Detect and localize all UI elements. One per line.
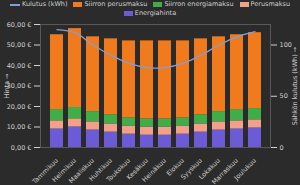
- html-text:Energiahinta: Energiahinta: [134, 9, 177, 17]
- svg-text:Sähkön kulutus (kWh) →: Sähkön kulutus (kWh) →: [291, 46, 299, 125]
- svg-text:50,00 €: 50,00 €: [7, 41, 32, 49]
- svg-text:40,00 €: 40,00 €: [7, 62, 32, 70]
- svg-text:Kesäkuu: Kesäkuu: [125, 156, 150, 182]
- html-text:Siirron perusmaksu: Siirron perusmaksu: [84, 0, 148, 8]
- svg-text:Lokakuu: Lokakuu: [197, 156, 222, 182]
- svg-text:Marraskuu: Marraskuu: [210, 157, 240, 185]
- svg-text:Helmikuu: Helmikuu: [50, 156, 78, 184]
- html-text:Kulutus (kWh): Kulutus (kWh): [22, 0, 68, 8]
- svg-text:100: 100: [279, 41, 292, 50]
- svg-text:0: 0: [280, 144, 284, 152]
- svg-text:Hinta →: Hinta →: [3, 73, 11, 98]
- svg-text:30,00 €: 30,00 €: [6, 82, 32, 91]
- svg-text:Huhtikuu: Huhtikuu: [87, 156, 114, 183]
- svg-text:Syyskuu: Syyskuu: [179, 156, 204, 182]
- svg-text:Joulukuu: Joulukuu: [232, 157, 258, 183]
- svg-text:20,00 €: 20,00 €: [7, 103, 32, 111]
- svg-text:0,00 €: 0,00 €: [11, 144, 32, 152]
- html-text:Siirron energiamaksu: Siirron energiamaksu: [164, 0, 234, 8]
- svg-text:Heinäkuu: Heinäkuu: [141, 157, 168, 184]
- svg-text:Elokuu: Elokuu: [164, 156, 186, 178]
- svg-text:10,00 €: 10,00 €: [7, 123, 32, 131]
- html-text:Perusmaksu: Perusmaksu: [250, 0, 290, 8]
- svg-text:Toukokuu: Toukokuu: [104, 157, 132, 185]
- svg-text:50: 50: [280, 92, 288, 100]
- svg-text:60,00 €: 60,00 €: [7, 21, 32, 29]
